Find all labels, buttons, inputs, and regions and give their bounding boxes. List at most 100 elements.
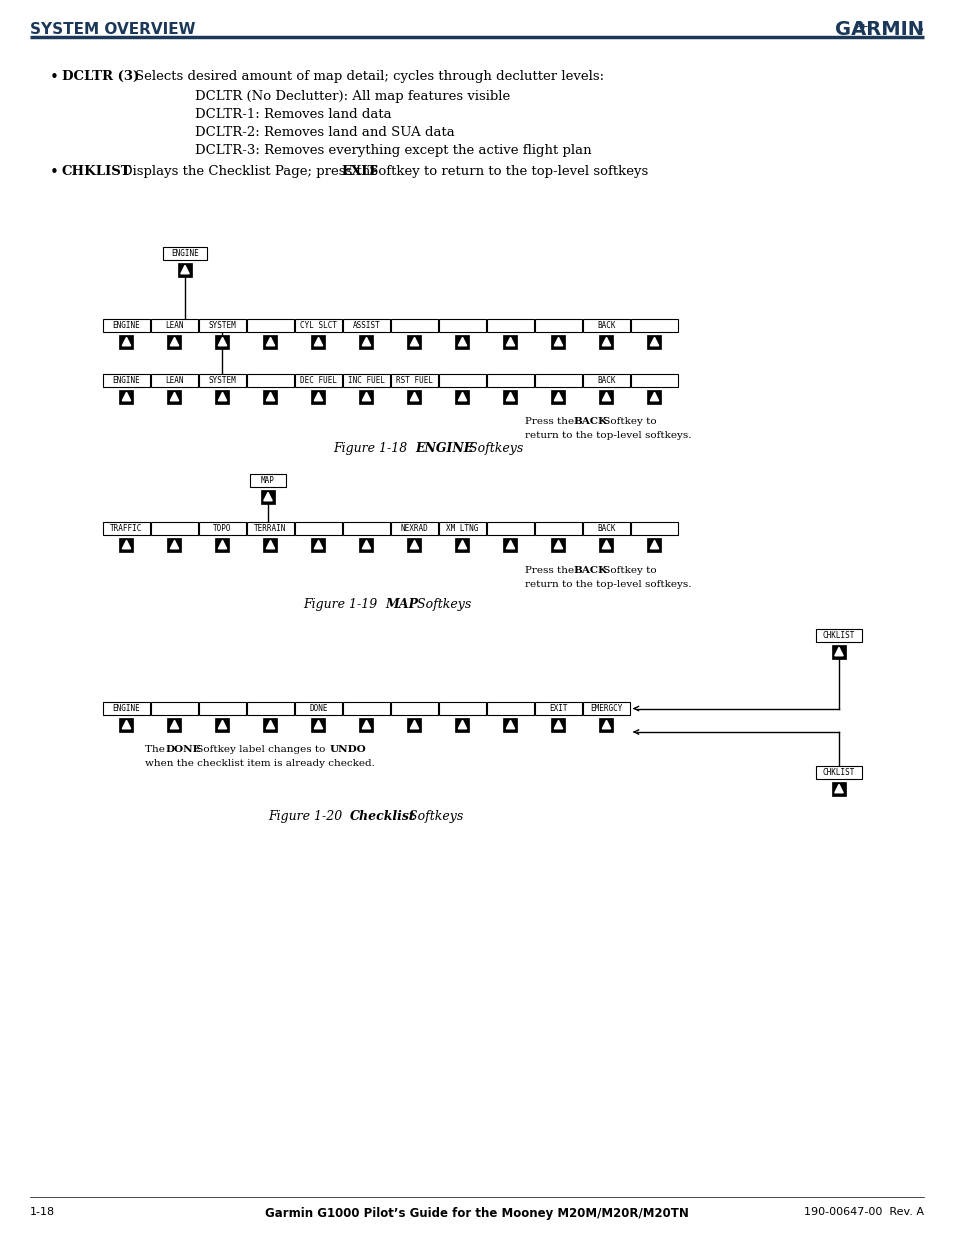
Polygon shape xyxy=(650,393,658,401)
Text: Softkeys: Softkeys xyxy=(405,810,463,823)
Polygon shape xyxy=(554,337,562,346)
Text: UNDO: UNDO xyxy=(330,745,366,755)
Text: INC FUEL: INC FUEL xyxy=(348,375,385,385)
Text: LEAN: LEAN xyxy=(165,375,184,385)
Bar xyxy=(486,319,534,332)
Text: SYSTEM OVERVIEW: SYSTEM OVERVIEW xyxy=(30,22,195,37)
Text: ENGINE: ENGINE xyxy=(112,704,140,713)
Bar xyxy=(582,319,629,332)
Text: ✈: ✈ xyxy=(854,20,867,35)
Bar xyxy=(831,645,845,659)
Bar xyxy=(535,522,581,535)
Bar xyxy=(312,718,325,732)
Text: BACK: BACK xyxy=(597,321,615,330)
Polygon shape xyxy=(314,337,322,346)
Polygon shape xyxy=(314,393,322,401)
Bar xyxy=(630,374,678,387)
Bar xyxy=(486,522,534,535)
Bar xyxy=(312,335,325,350)
Polygon shape xyxy=(122,337,131,346)
Bar xyxy=(247,522,294,535)
Bar xyxy=(343,522,390,535)
Polygon shape xyxy=(266,337,274,346)
Bar xyxy=(247,374,294,387)
Text: BACK: BACK xyxy=(597,524,615,534)
Bar xyxy=(551,718,565,732)
Polygon shape xyxy=(266,720,274,729)
Text: return to the top-level softkeys.: return to the top-level softkeys. xyxy=(524,431,691,440)
Bar xyxy=(815,766,862,779)
Bar xyxy=(630,319,678,332)
Text: SYSTEM: SYSTEM xyxy=(209,375,236,385)
Bar xyxy=(263,335,277,350)
Text: Softkey to: Softkey to xyxy=(599,417,656,426)
Text: Softkeys: Softkeys xyxy=(464,442,522,454)
Polygon shape xyxy=(554,541,562,548)
Bar xyxy=(630,522,678,535)
Text: Checklist: Checklist xyxy=(350,810,416,823)
Text: DCLTR-3: Removes everything except the active flight plan: DCLTR-3: Removes everything except the a… xyxy=(194,144,591,157)
Text: 190-00647-00  Rev. A: 190-00647-00 Rev. A xyxy=(803,1207,923,1216)
Polygon shape xyxy=(601,541,610,548)
Bar xyxy=(815,629,862,642)
Text: DEC FUEL: DEC FUEL xyxy=(299,375,336,385)
Bar xyxy=(438,701,485,715)
Bar xyxy=(247,319,294,332)
Polygon shape xyxy=(218,337,227,346)
Bar xyxy=(391,374,437,387)
Bar xyxy=(199,522,246,535)
Polygon shape xyxy=(218,541,227,548)
Text: MAP: MAP xyxy=(261,475,274,485)
Text: ENGINE: ENGINE xyxy=(112,321,140,330)
Polygon shape xyxy=(506,393,515,401)
Bar xyxy=(503,538,517,552)
Bar xyxy=(438,319,485,332)
Bar xyxy=(535,374,581,387)
Bar xyxy=(503,718,517,732)
Bar xyxy=(343,374,390,387)
Text: TERRAIN: TERRAIN xyxy=(254,524,287,534)
Polygon shape xyxy=(601,393,610,401)
Text: NEXRAD: NEXRAD xyxy=(400,524,428,534)
Polygon shape xyxy=(362,541,371,548)
Bar xyxy=(551,538,565,552)
Bar xyxy=(103,522,150,535)
Bar xyxy=(647,335,660,350)
Text: DCLTR-2: Removes land and SUA data: DCLTR-2: Removes land and SUA data xyxy=(194,126,455,140)
Bar xyxy=(215,718,230,732)
Bar xyxy=(407,390,421,404)
Bar xyxy=(647,390,660,404)
Bar xyxy=(199,701,246,715)
Text: The: The xyxy=(145,745,168,755)
Bar xyxy=(294,522,341,535)
Bar xyxy=(247,701,294,715)
Polygon shape xyxy=(362,337,371,346)
Bar xyxy=(103,374,150,387)
Bar xyxy=(119,390,133,404)
Polygon shape xyxy=(171,393,178,401)
Bar xyxy=(199,374,246,387)
Bar xyxy=(535,319,581,332)
Text: ENGINE: ENGINE xyxy=(415,442,473,454)
Polygon shape xyxy=(834,647,842,656)
Bar xyxy=(168,335,181,350)
Text: BACK: BACK xyxy=(573,566,606,576)
Text: LEAN: LEAN xyxy=(165,321,184,330)
Bar xyxy=(168,718,181,732)
Bar xyxy=(263,538,277,552)
Bar xyxy=(438,374,485,387)
Bar xyxy=(119,335,133,350)
Bar xyxy=(294,319,341,332)
Bar xyxy=(407,538,421,552)
Bar xyxy=(250,474,286,487)
Bar xyxy=(831,782,845,797)
Text: Press the: Press the xyxy=(524,417,577,426)
Text: Figure 1-18: Figure 1-18 xyxy=(333,442,415,454)
Bar xyxy=(103,319,150,332)
Bar xyxy=(455,538,469,552)
Bar xyxy=(438,522,485,535)
Bar xyxy=(582,374,629,387)
Text: DCLTR (No Declutter): All map features visible: DCLTR (No Declutter): All map features v… xyxy=(194,90,510,103)
Bar xyxy=(647,538,660,552)
Text: Softkeys: Softkeys xyxy=(413,598,471,611)
